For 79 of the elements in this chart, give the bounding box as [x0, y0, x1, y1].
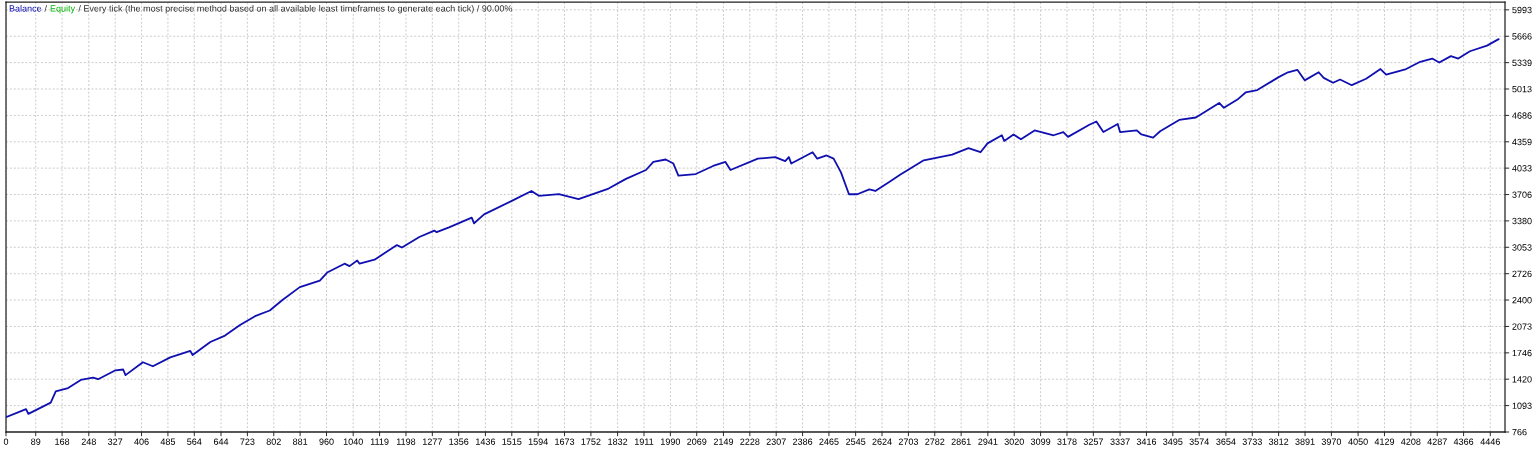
x-tick-label: 1673 [555, 438, 575, 445]
text: Balance [9, 5, 42, 12]
y-tick-label: 3380 [1512, 217, 1532, 225]
x-tick-label: 168 [55, 438, 70, 445]
x-tick-label: 248 [81, 438, 96, 445]
y-tick-label: 5339 [1512, 59, 1532, 67]
x-tick-label: 1911 [634, 438, 654, 445]
x-tick-label: 3416 [1136, 438, 1157, 445]
x-tick-label: 1277 [422, 438, 442, 445]
x-tick-label: 2624 [872, 438, 892, 445]
x-tick-label: 3654 [1216, 438, 1236, 445]
x-tick-label: 89 [31, 438, 41, 445]
x-tick-label: 1990 [661, 438, 681, 445]
x-tick-label: 327 [107, 438, 123, 445]
x-tick-label: 2861 [951, 438, 971, 445]
x-tick-label: 485 [160, 438, 176, 445]
x-tick-label: 1436 [476, 438, 496, 445]
x-tick-label: 2386 [792, 438, 813, 445]
x-tick-label: 2703 [898, 438, 919, 445]
x-tick-label: 723 [240, 438, 255, 445]
x-tick-label: 564 [187, 438, 202, 445]
x-tick-label: 1198 [396, 438, 416, 445]
x-tick-label: 881 [292, 438, 308, 445]
x-tick-label: 2228 [740, 438, 760, 445]
y-tick-label: 4359 [1512, 138, 1532, 146]
x-tick-label: 644 [213, 438, 229, 445]
x-tick-label: 4050 [1348, 438, 1368, 445]
y-tick-label: 4033 [1512, 165, 1532, 172]
y-tick-label: 1093 [1512, 402, 1532, 409]
x-tick-label: 3812 [1268, 438, 1289, 445]
x-tick-label: 4129 [1374, 438, 1395, 445]
x-tick-label: 4366 [1453, 438, 1474, 445]
y-tick-label: 4686 [1512, 112, 1532, 119]
x-tick-label: 0 [3, 438, 9, 445]
y-tick-label: 1420 [1512, 376, 1532, 383]
annotation: / [44, 5, 48, 12]
x-tick-label: 2149 [713, 438, 734, 445]
x-tick-label: 1119 [370, 438, 389, 445]
y-tick-label: 2073 [1512, 323, 1532, 330]
x-tick-label: 1356 [449, 438, 469, 445]
y-tick-label: 2400 [1512, 297, 1532, 304]
y-tick-label: 5013 [1512, 85, 1532, 93]
y-tick-label: 3706 [1512, 191, 1532, 198]
x-tick-label: 3337 [1110, 438, 1130, 445]
x-tick-label: 3891 [1295, 438, 1315, 445]
x-tick-label: 3733 [1242, 438, 1262, 445]
x-tick-label: 3099 [1030, 438, 1051, 445]
x-tick-label: 2307 [766, 438, 786, 445]
x-tick-label: 3970 [1321, 438, 1342, 445]
x-tick-label: 2069 [687, 438, 707, 445]
y-tick-label: 5666 [1512, 33, 1532, 40]
x-tick-label: 802 [266, 438, 281, 445]
y-tick-label: 2726 [1512, 270, 1532, 278]
x-tick-label: 1515 [502, 438, 522, 445]
x-tick-label: 3257 [1083, 438, 1103, 445]
x-tick-label: 2545 [846, 438, 866, 445]
x-tick-label: 960 [319, 438, 334, 445]
x-tick-label: 3178 [1057, 438, 1077, 445]
x-tick-label: 2782 [925, 438, 945, 445]
x-tick-label: 4446 [1480, 438, 1500, 445]
x-tick-label: 1594 [528, 438, 548, 445]
x-tick-label: 3020 [1004, 438, 1024, 445]
x-tick-label: 4208 [1401, 438, 1421, 445]
x-tick-label: 1040 [343, 438, 363, 445]
x-tick-label: 2465 [819, 438, 839, 445]
y-tick-label: 3053 [1512, 244, 1532, 251]
annotation: / Every tick (the most precise method based on all available least timeframes to generate each tick) / 90.00% [78, 5, 513, 14]
x-tick-label: 4287 [1427, 438, 1447, 445]
x-tick-label: 2941 [978, 438, 998, 445]
y-tick-label: 5993 [1512, 6, 1532, 14]
y-tick-label: 766 [1512, 428, 1527, 436]
x-tick-label: 3495 [1163, 438, 1183, 445]
y-tick-label: 1746 [1512, 349, 1532, 357]
x-tick-label: 406 [134, 438, 149, 445]
x-tick-label: 1832 [608, 438, 628, 445]
x-tick-label: 3574 [1189, 438, 1209, 445]
legend-label: Equity [50, 5, 76, 14]
x-tick-label: 1752 [581, 438, 601, 445]
line-series [6, 38, 1500, 419]
